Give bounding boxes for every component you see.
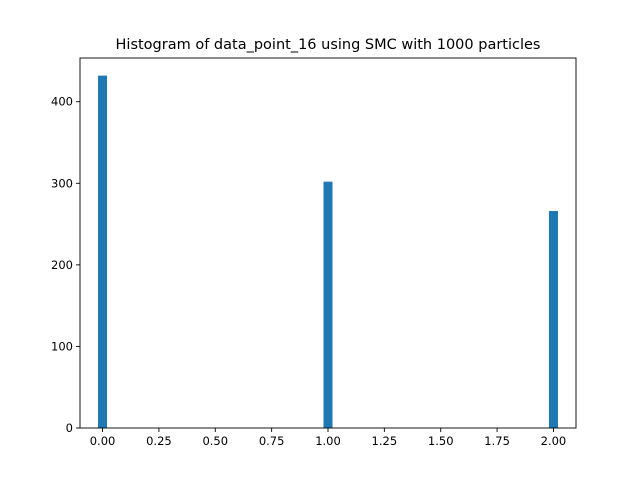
- x-tick-label: 0.25: [146, 434, 172, 448]
- histogram-bar: [98, 75, 108, 428]
- x-tick-label: 1.75: [484, 434, 510, 448]
- x-tick-label: 1.50: [428, 434, 454, 448]
- x-tick-label: 1.00: [315, 434, 341, 448]
- x-tick-label: 0.50: [202, 434, 228, 448]
- x-axis: 0.00 0.25 0.50 0.75 1.00 1.25 1.50 1.75 2.00: [90, 428, 567, 448]
- y-tick-label: 0: [66, 421, 73, 435]
- x-tick-label: 0.00: [90, 434, 116, 448]
- histogram-bar: [323, 181, 333, 428]
- chart-title: Histogram of data_point_16 using SMC wit…: [116, 37, 541, 53]
- x-tick-label: 1.25: [372, 434, 398, 448]
- bars-group: [98, 75, 558, 428]
- histogram-bar: [548, 211, 558, 428]
- x-tick-label: 0.75: [259, 434, 285, 448]
- y-axis: 0 100 200 300 400: [51, 95, 80, 435]
- y-tick-label: 100: [51, 339, 73, 353]
- y-tick-label: 200: [51, 258, 73, 272]
- y-tick-label: 300: [51, 176, 73, 190]
- x-tick-label: 2.00: [541, 434, 567, 448]
- y-tick-label: 400: [51, 95, 73, 109]
